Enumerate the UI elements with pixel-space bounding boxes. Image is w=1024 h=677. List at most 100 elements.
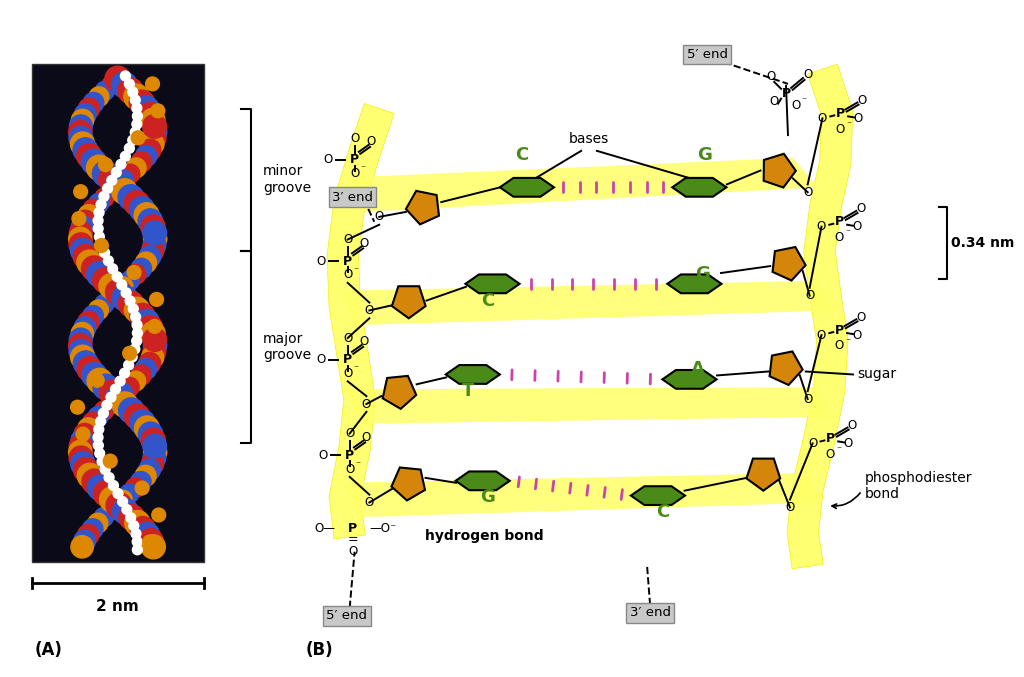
Circle shape xyxy=(114,490,132,508)
Text: ⁻: ⁻ xyxy=(846,121,851,130)
Circle shape xyxy=(113,489,123,498)
Text: O: O xyxy=(836,123,845,135)
Circle shape xyxy=(139,353,161,374)
Circle shape xyxy=(143,234,166,256)
Circle shape xyxy=(142,328,167,351)
Circle shape xyxy=(115,277,133,295)
Circle shape xyxy=(109,481,119,490)
Polygon shape xyxy=(631,486,685,505)
Polygon shape xyxy=(391,468,425,500)
Circle shape xyxy=(74,530,95,552)
Circle shape xyxy=(127,352,137,362)
Circle shape xyxy=(120,377,139,397)
Polygon shape xyxy=(663,370,717,389)
Text: ⁻: ⁻ xyxy=(353,364,358,374)
Text: ⁻: ⁻ xyxy=(360,165,366,175)
Circle shape xyxy=(115,384,132,402)
Polygon shape xyxy=(672,178,726,197)
Circle shape xyxy=(125,510,151,536)
Text: 5′ end: 5′ end xyxy=(327,609,368,622)
Circle shape xyxy=(95,448,104,458)
Polygon shape xyxy=(770,351,803,385)
Circle shape xyxy=(126,371,145,391)
Circle shape xyxy=(142,114,167,138)
Text: P: P xyxy=(350,153,359,167)
Circle shape xyxy=(88,513,108,533)
Circle shape xyxy=(102,183,113,194)
Circle shape xyxy=(104,473,114,483)
Circle shape xyxy=(113,498,138,524)
Circle shape xyxy=(142,221,167,245)
Text: ⁻: ⁻ xyxy=(845,229,850,238)
Circle shape xyxy=(131,312,140,322)
Polygon shape xyxy=(668,274,722,293)
Text: O—: O— xyxy=(314,521,335,535)
Circle shape xyxy=(143,227,167,250)
Text: O: O xyxy=(825,447,835,461)
Circle shape xyxy=(125,79,134,89)
Text: O: O xyxy=(316,353,326,366)
Circle shape xyxy=(87,475,113,500)
Circle shape xyxy=(100,502,119,521)
Circle shape xyxy=(69,440,92,464)
Text: O: O xyxy=(350,131,359,145)
Text: O: O xyxy=(359,237,369,250)
Circle shape xyxy=(95,416,105,427)
Circle shape xyxy=(128,87,137,97)
Circle shape xyxy=(131,365,152,385)
Text: O: O xyxy=(844,437,853,450)
Circle shape xyxy=(138,315,163,340)
Circle shape xyxy=(134,309,159,334)
Text: O: O xyxy=(345,427,354,440)
Circle shape xyxy=(121,288,131,298)
Circle shape xyxy=(70,435,92,458)
Circle shape xyxy=(99,487,125,512)
Circle shape xyxy=(82,519,103,540)
Text: O: O xyxy=(817,328,826,342)
Circle shape xyxy=(74,458,98,482)
Circle shape xyxy=(106,175,117,185)
Text: O: O xyxy=(343,269,352,282)
Text: O: O xyxy=(857,94,866,107)
Circle shape xyxy=(119,504,144,530)
Text: O: O xyxy=(856,311,865,324)
Circle shape xyxy=(105,280,131,305)
Text: O: O xyxy=(367,135,376,148)
Circle shape xyxy=(108,390,126,408)
Circle shape xyxy=(71,345,95,370)
Circle shape xyxy=(141,346,164,368)
Circle shape xyxy=(95,81,115,100)
Text: ⁻: ⁻ xyxy=(353,266,358,276)
Text: O: O xyxy=(343,233,352,246)
Circle shape xyxy=(141,133,164,155)
Circle shape xyxy=(99,248,110,257)
Circle shape xyxy=(128,135,137,145)
Circle shape xyxy=(127,265,141,280)
Circle shape xyxy=(71,400,84,414)
Circle shape xyxy=(143,334,167,357)
Circle shape xyxy=(130,303,155,328)
Text: O: O xyxy=(817,220,826,233)
Text: O: O xyxy=(818,112,827,125)
Circle shape xyxy=(125,296,135,306)
Circle shape xyxy=(124,360,133,370)
Text: O: O xyxy=(350,167,359,180)
Circle shape xyxy=(135,465,156,486)
Circle shape xyxy=(119,398,144,423)
Circle shape xyxy=(93,481,119,506)
Circle shape xyxy=(150,292,164,306)
Text: P: P xyxy=(343,353,352,366)
Circle shape xyxy=(129,90,155,115)
Text: bases: bases xyxy=(569,132,609,146)
Circle shape xyxy=(94,238,109,253)
Circle shape xyxy=(93,267,118,293)
Text: O: O xyxy=(835,231,844,244)
Text: ⁻: ⁻ xyxy=(837,445,842,456)
Text: C: C xyxy=(481,292,495,309)
Circle shape xyxy=(77,463,102,488)
Circle shape xyxy=(115,171,133,189)
Circle shape xyxy=(125,144,134,153)
Text: major
groove: major groove xyxy=(263,332,311,362)
Text: O: O xyxy=(803,68,812,81)
Text: O: O xyxy=(375,211,384,223)
